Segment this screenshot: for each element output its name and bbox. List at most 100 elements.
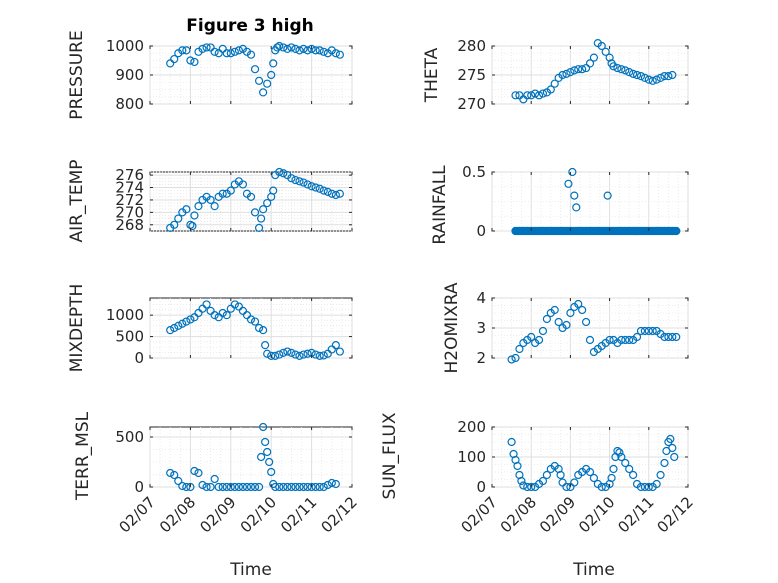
data-point — [246, 315, 256, 324]
data-point — [174, 476, 183, 486]
data-point — [515, 344, 524, 354]
data-point — [170, 220, 179, 229]
data-point — [174, 214, 183, 223]
y-ticks: 0 500 1000 — [106, 298, 353, 367]
data-point — [178, 319, 187, 328]
data-point — [188, 221, 197, 231]
data-point — [222, 311, 231, 320]
y-tick-label: 270 — [457, 95, 486, 113]
data-point — [597, 41, 606, 51]
data-point — [589, 53, 599, 62]
data-point — [279, 348, 288, 357]
data-point — [562, 69, 571, 78]
data-point — [226, 304, 235, 313]
data-point — [335, 189, 344, 198]
panel-mixdepth: 0 500 1000 MIXDEPTH — [67, 284, 353, 373]
y-tick-label: 268 — [115, 216, 144, 234]
data-point — [259, 326, 268, 335]
data-point — [182, 205, 191, 214]
data-point — [250, 317, 260, 326]
data-point — [319, 351, 328, 360]
data-point — [226, 482, 235, 492]
x-tick-label: 02/10 — [237, 493, 280, 536]
x-tick-label: 02/11 — [614, 493, 657, 536]
data-point — [238, 306, 248, 315]
data-point — [527, 332, 536, 342]
data-point — [652, 75, 661, 84]
data-point — [182, 317, 191, 326]
data-point — [263, 447, 272, 457]
y-tick-label: 500 — [115, 328, 144, 346]
data-point — [507, 355, 516, 364]
data-point — [331, 479, 340, 489]
data-markers — [511, 167, 681, 236]
data-point — [250, 65, 260, 74]
grid — [149, 171, 353, 232]
y-ticks: 2 3 4 — [476, 289, 689, 367]
y-tick-label: 0 — [134, 478, 144, 496]
data-point — [303, 482, 312, 492]
data-point — [246, 482, 256, 492]
data-point — [327, 345, 336, 354]
data-point — [656, 470, 665, 480]
data-point — [574, 65, 583, 74]
data-point — [589, 473, 599, 483]
data-point — [259, 422, 268, 432]
panel-h2omixra: 2 3 4 H2OMIXRA — [442, 282, 689, 374]
data-point — [287, 43, 296, 52]
data-point — [632, 332, 642, 342]
y-ticks: 270 275 280 — [457, 37, 689, 113]
y-ticks: 0 100 200 — [457, 418, 689, 496]
data-point — [267, 70, 276, 80]
data-point — [660, 72, 669, 81]
data-point — [190, 313, 199, 322]
data-point — [636, 72, 646, 81]
data-point — [597, 482, 606, 492]
data-point — [581, 317, 591, 327]
data-point — [202, 43, 211, 52]
data-point — [629, 470, 638, 480]
data-point — [670, 452, 679, 462]
data-point — [311, 46, 320, 55]
data-point — [621, 458, 630, 468]
data-point — [672, 226, 681, 236]
data-point — [295, 177, 304, 186]
data-point — [327, 189, 336, 198]
data-point — [226, 49, 235, 58]
y-axis-label: THETA — [422, 47, 442, 103]
data-point — [629, 69, 638, 78]
data-point — [202, 300, 211, 309]
y-tick-label: 276 — [115, 166, 144, 184]
y-axis-label: AIR_TEMP — [67, 160, 87, 243]
y-tick-label: 272 — [115, 191, 144, 209]
data-point — [538, 476, 548, 486]
data-point — [556, 470, 565, 480]
data-point — [273, 43, 282, 52]
data-point — [311, 350, 320, 359]
data-point — [319, 47, 328, 56]
data-point — [166, 326, 175, 335]
data-point — [534, 91, 544, 100]
data-point — [291, 350, 300, 359]
y-tick-label: 200 — [457, 418, 486, 436]
data-point — [230, 300, 239, 309]
data-point — [299, 482, 308, 492]
data-point — [206, 43, 215, 52]
data-point — [295, 351, 304, 360]
x-tick-label: 02/09 — [536, 493, 579, 536]
data-point — [527, 482, 536, 492]
data-point — [546, 85, 555, 94]
data-point — [640, 73, 649, 83]
data-point — [625, 335, 634, 345]
x-tick-label: 02/11 — [277, 493, 320, 536]
data-point — [230, 47, 239, 56]
data-point — [170, 470, 179, 480]
y-axis-label: MIXDEPTH — [67, 284, 87, 373]
data-point — [538, 89, 548, 98]
data-point — [254, 223, 264, 232]
data-point — [291, 44, 300, 54]
data-point — [206, 195, 215, 205]
y-tick-label: 4 — [476, 289, 486, 307]
